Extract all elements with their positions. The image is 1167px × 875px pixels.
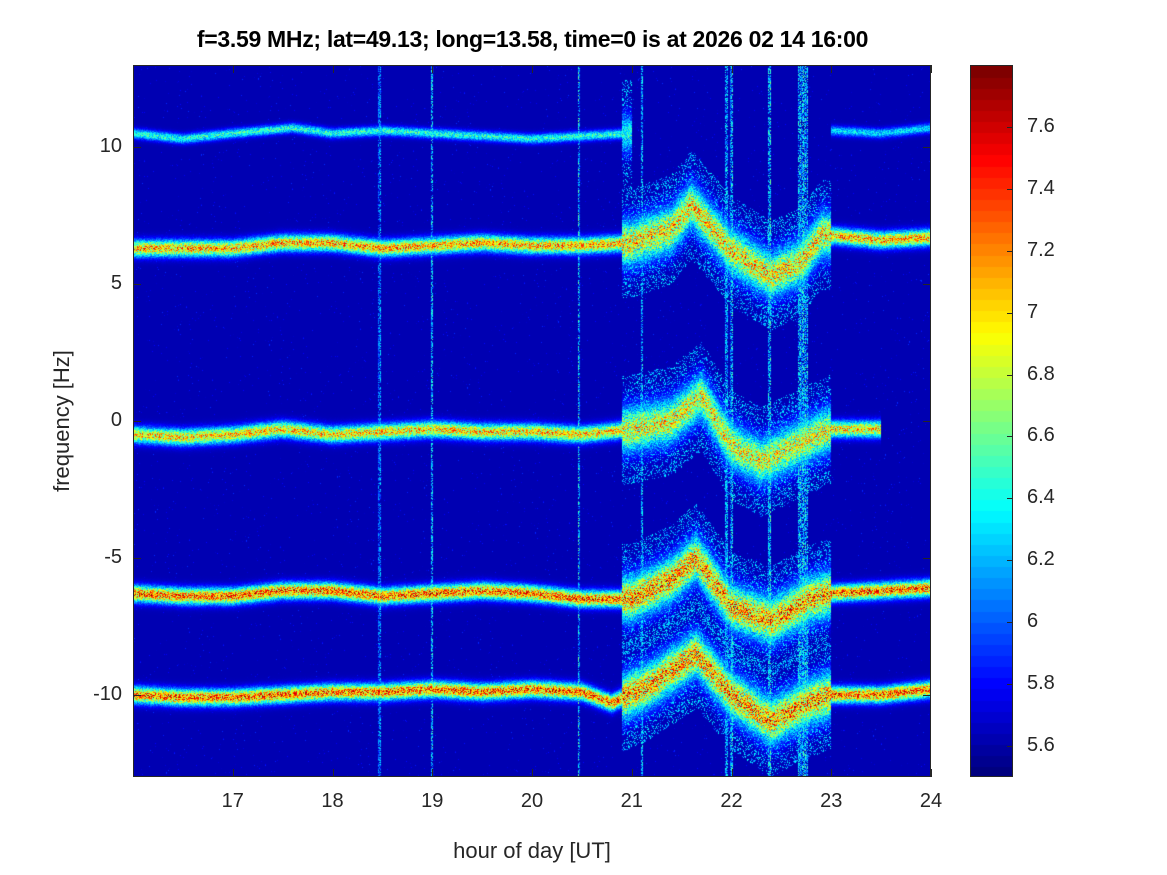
x-tick-mark-top: [432, 65, 434, 73]
x-tick-label: 24: [919, 790, 943, 812]
colorbar: [970, 65, 1013, 777]
colorbar-tick-label: 6: [1027, 610, 1039, 633]
colorbar-tick-mark: [1007, 436, 1013, 438]
colorbar-tick-mark: [1007, 560, 1013, 562]
spectrogram-heatmap: [133, 65, 931, 777]
x-tick-mark: [831, 769, 833, 777]
colorbar-tick-mark: [1007, 746, 1013, 748]
x-tick-mark: [332, 769, 334, 777]
y-tick-mark: [133, 421, 141, 422]
x-tick-mark-top: [631, 65, 633, 73]
colorbar-tick-mark: [1007, 126, 1013, 128]
y-tick-mark-right: [923, 284, 931, 286]
colorbar-tick-label: 6.6: [1027, 424, 1055, 447]
colorbar-tick-label: 6.8: [1027, 362, 1055, 385]
y-tick-label: -10: [93, 682, 122, 705]
x-tick-label: 17: [221, 790, 244, 812]
y-tick-mark: [133, 557, 141, 559]
y-tick-mark: [133, 284, 141, 286]
x-tick-mark-top: [232, 65, 234, 73]
colorbar-tick-label: 6.2: [1027, 548, 1055, 571]
colorbar-tick-label: 7.2: [1027, 238, 1055, 261]
colorbar-tick-label: 7.4: [1027, 176, 1055, 199]
x-tick-mark: [432, 769, 434, 777]
colorbar-tick-label: 5.6: [1027, 734, 1055, 757]
y-tick-label: -5: [104, 545, 122, 568]
y-tick-label: 10: [99, 135, 122, 158]
x-tick-label: 23: [820, 790, 843, 812]
x-tick-label: 20: [520, 790, 544, 812]
x-tick-label: 19: [421, 790, 444, 812]
colorbar-tick-mark: [1007, 684, 1013, 686]
colorbar-tick-mark: [1007, 250, 1013, 252]
colorbar-tick-mark: [1007, 312, 1013, 314]
colorbar-tick-label: 7: [1027, 300, 1039, 323]
spectrogram-plot-area: [133, 65, 931, 777]
x-tick-mark-top: [731, 65, 733, 73]
y-tick-mark: [133, 694, 141, 696]
x-tick-mark-top: [532, 65, 533, 73]
x-tick-label: 21: [620, 790, 643, 812]
y-axis-label: frequency [Hz]: [49, 350, 74, 492]
y-tick-mark-right: [923, 147, 931, 149]
colorbar-gradient: [970, 65, 1013, 777]
y-tick-mark: [133, 147, 141, 149]
x-tick-mark: [532, 769, 533, 777]
x-tick-mark-top: [831, 65, 833, 73]
chart-title: f=3.59 MHz; lat=49.13; long=13.58, time=…: [196, 26, 869, 52]
colorbar-tick-mark: [1007, 498, 1013, 500]
colorbar-tick-mark: [1007, 188, 1013, 190]
x-tick-mark-top: [931, 65, 932, 73]
x-tick-mark: [731, 769, 733, 777]
colorbar-tick-mark: [1007, 374, 1013, 376]
x-axis-label: hour of day [UT]: [453, 838, 611, 863]
x-tick-mark: [631, 769, 633, 777]
colorbar-tick-label: 7.6: [1027, 114, 1055, 137]
colorbar-tick-label: 6.4: [1027, 486, 1055, 509]
x-tick-label: 22: [720, 790, 743, 812]
y-tick-mark-right: [923, 557, 931, 559]
x-tick-mark: [931, 769, 932, 777]
x-tick-mark-top: [332, 65, 334, 73]
y-tick-mark-right: [923, 421, 931, 422]
y-tick-mark-right: [923, 694, 931, 696]
y-tick-label: 5: [110, 272, 122, 295]
y-tick-label: 0: [110, 409, 122, 431]
colorbar-tick-label: 5.8: [1027, 672, 1055, 695]
x-tick-mark: [232, 769, 234, 777]
colorbar-tick-mark: [1007, 622, 1013, 624]
x-tick-label: 18: [321, 790, 344, 812]
